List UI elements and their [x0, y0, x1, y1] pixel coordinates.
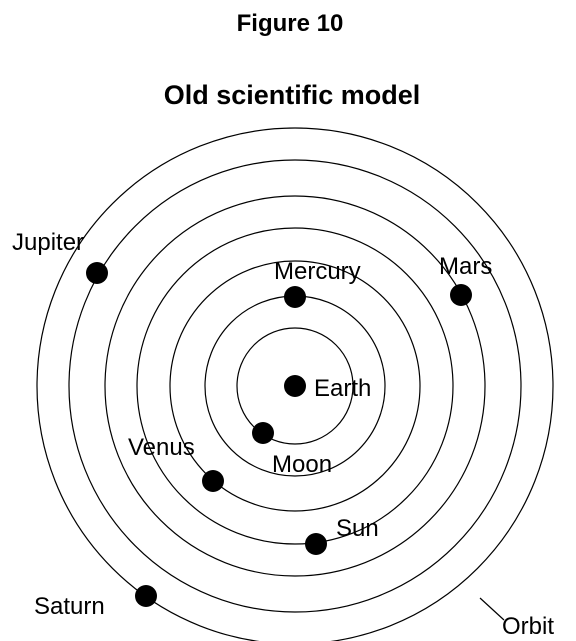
mars: [450, 284, 472, 306]
orbit: [169, 260, 421, 512]
moon: [252, 422, 274, 444]
title: Old scientific model: [164, 80, 421, 110]
earth: [284, 375, 306, 397]
sun: [305, 533, 327, 555]
body-label: Mercury: [274, 258, 361, 285]
body-label: Moon: [272, 451, 332, 478]
jupiter: [86, 262, 108, 284]
figure-label: Figure 10: [237, 10, 344, 37]
orbit: [68, 159, 522, 613]
saturn: [135, 585, 157, 607]
orbit-label: Orbit: [502, 613, 554, 640]
mercury: [284, 286, 306, 308]
orbit: [36, 127, 554, 641]
body-label: Mars: [439, 253, 492, 280]
body-label: Jupiter: [12, 229, 84, 256]
body-label: Sun: [336, 515, 379, 542]
orbit-pointer: [479, 597, 505, 621]
orbit: [104, 195, 486, 577]
body-label: Saturn: [34, 593, 105, 620]
body-label: Venus: [128, 434, 195, 461]
orbit: [136, 227, 454, 545]
orbit: [236, 327, 354, 445]
body-label: Earth: [314, 375, 371, 402]
venus: [202, 470, 224, 492]
